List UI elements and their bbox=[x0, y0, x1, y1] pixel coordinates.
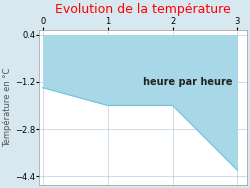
Title: Evolution de la température: Evolution de la température bbox=[56, 3, 231, 16]
Text: heure par heure: heure par heure bbox=[143, 77, 233, 87]
Y-axis label: Température en °C: Température en °C bbox=[3, 68, 12, 147]
